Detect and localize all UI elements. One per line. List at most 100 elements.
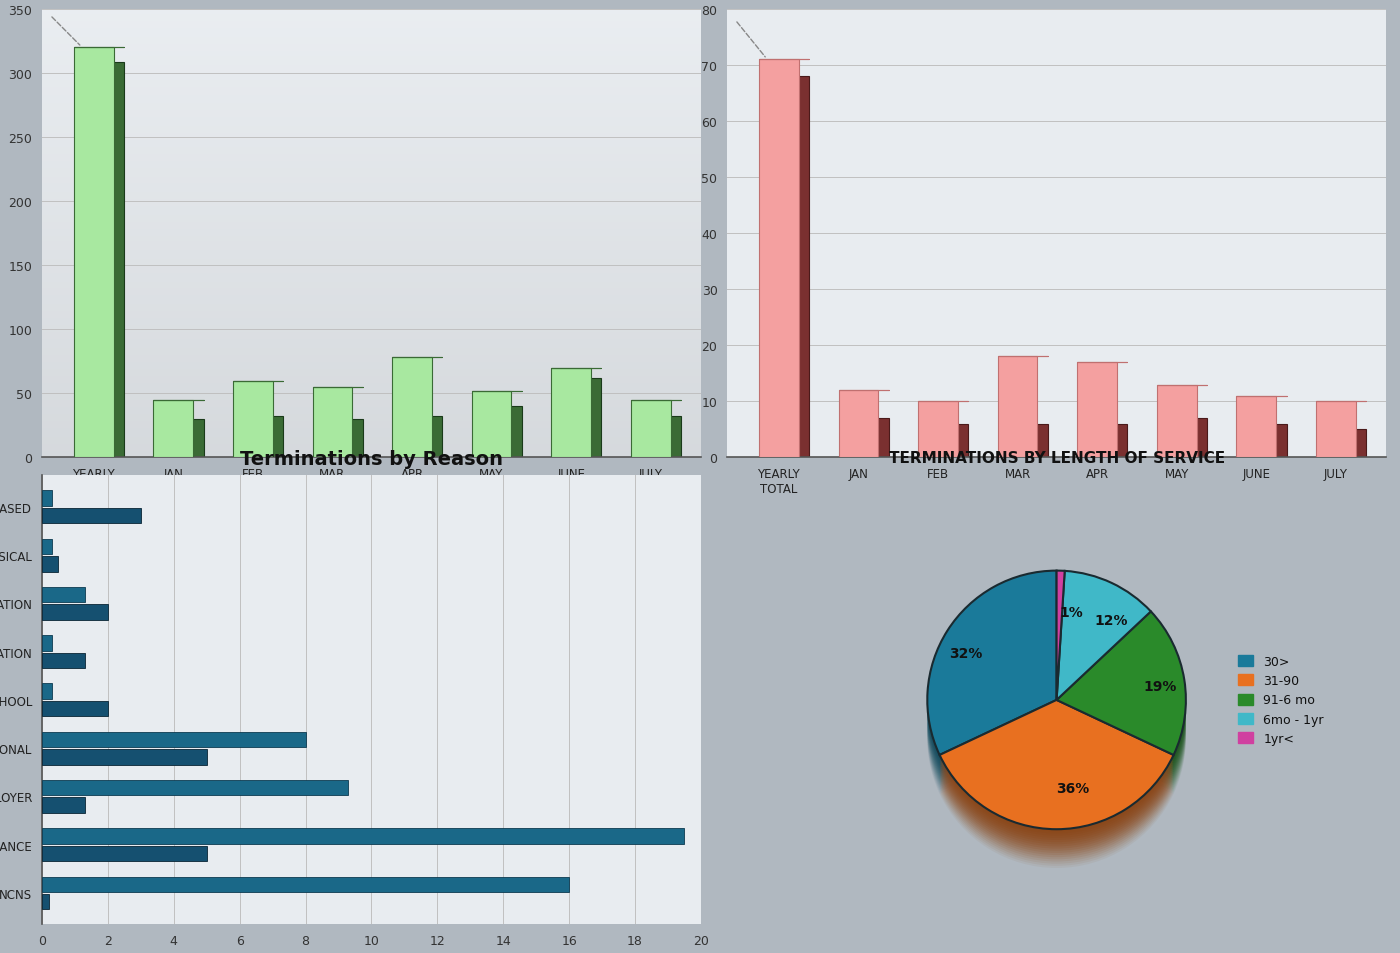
Wedge shape	[1057, 578, 1065, 706]
Wedge shape	[1057, 586, 1151, 716]
Wedge shape	[1057, 584, 1151, 713]
Wedge shape	[927, 584, 1057, 768]
Wedge shape	[1057, 571, 1151, 700]
Bar	[74, 48, 113, 458]
Bar	[1316, 402, 1355, 458]
Bar	[42, 701, 108, 717]
Bar	[552, 368, 591, 458]
Bar	[42, 798, 85, 813]
Text: 36%: 36%	[1057, 781, 1089, 795]
Bar	[42, 508, 141, 524]
Wedge shape	[939, 730, 1173, 860]
Wedge shape	[1057, 608, 1065, 737]
Wedge shape	[1057, 589, 1151, 718]
Wedge shape	[927, 578, 1057, 761]
Wedge shape	[1057, 581, 1065, 711]
Bar	[42, 636, 52, 651]
Bar	[759, 60, 799, 458]
Bar	[244, 417, 283, 458]
Title: TERMINATIONS BY LENGTH OF SERVICE: TERMINATIONS BY LENGTH OF SERVICE	[889, 450, 1225, 465]
Wedge shape	[927, 573, 1057, 758]
Wedge shape	[1057, 576, 1151, 704]
Wedge shape	[1057, 579, 1065, 709]
Bar	[84, 63, 125, 458]
Bar	[641, 417, 680, 458]
Bar	[232, 381, 273, 458]
Bar	[998, 357, 1037, 458]
Title: Total Terminations: Total Terminations	[948, 0, 1165, 3]
Bar	[392, 358, 431, 458]
Bar	[918, 402, 958, 458]
Wedge shape	[1057, 573, 1065, 702]
Wedge shape	[1057, 636, 1186, 779]
Wedge shape	[1057, 605, 1065, 735]
Wedge shape	[1057, 593, 1065, 721]
Wedge shape	[927, 586, 1057, 770]
Wedge shape	[1057, 599, 1065, 728]
Bar	[42, 491, 52, 506]
Bar	[42, 732, 305, 747]
Wedge shape	[927, 579, 1057, 763]
Bar	[928, 424, 969, 458]
Wedge shape	[939, 724, 1173, 853]
Wedge shape	[1057, 646, 1186, 790]
Wedge shape	[1057, 597, 1065, 726]
Bar	[42, 846, 207, 862]
Bar	[1168, 418, 1207, 458]
Bar	[1247, 424, 1287, 458]
Wedge shape	[939, 726, 1173, 855]
Wedge shape	[1057, 622, 1186, 766]
Bar	[848, 418, 889, 458]
Wedge shape	[1057, 595, 1151, 724]
Wedge shape	[1057, 608, 1151, 737]
Wedge shape	[1057, 651, 1186, 794]
Bar	[1326, 430, 1366, 458]
Wedge shape	[927, 599, 1057, 783]
Wedge shape	[939, 735, 1173, 863]
Wedge shape	[1057, 624, 1186, 768]
Bar	[561, 378, 602, 458]
Wedge shape	[939, 709, 1173, 838]
Wedge shape	[1057, 627, 1186, 770]
Wedge shape	[1057, 595, 1065, 724]
Wedge shape	[1057, 601, 1065, 730]
Bar	[42, 894, 49, 909]
Wedge shape	[939, 706, 1173, 836]
Wedge shape	[1057, 584, 1065, 713]
Wedge shape	[939, 718, 1173, 846]
Wedge shape	[1057, 588, 1065, 718]
Wedge shape	[927, 576, 1057, 760]
Wedge shape	[1057, 610, 1151, 739]
Wedge shape	[1057, 634, 1186, 777]
Bar	[154, 400, 193, 458]
Wedge shape	[1057, 639, 1186, 783]
Bar	[631, 400, 671, 458]
Wedge shape	[927, 591, 1057, 775]
Bar	[323, 419, 363, 458]
Wedge shape	[1057, 638, 1186, 781]
Bar	[472, 392, 511, 458]
Wedge shape	[1057, 603, 1065, 733]
Bar	[42, 684, 52, 700]
Wedge shape	[927, 601, 1057, 785]
Wedge shape	[1057, 582, 1151, 711]
Wedge shape	[939, 713, 1173, 842]
Wedge shape	[927, 588, 1057, 772]
Wedge shape	[927, 597, 1057, 781]
Bar	[1236, 396, 1277, 458]
Wedge shape	[1057, 591, 1151, 720]
Wedge shape	[1057, 576, 1065, 704]
Text: 19%: 19%	[1144, 679, 1177, 694]
Wedge shape	[1057, 629, 1186, 772]
Wedge shape	[939, 728, 1173, 858]
Wedge shape	[1057, 591, 1065, 720]
Bar	[402, 417, 442, 458]
Wedge shape	[939, 739, 1173, 868]
Bar	[42, 557, 59, 572]
Wedge shape	[1057, 631, 1186, 775]
Bar	[770, 77, 809, 458]
Bar	[839, 391, 878, 458]
Bar	[482, 407, 522, 458]
Wedge shape	[927, 608, 1057, 792]
Wedge shape	[1057, 603, 1151, 733]
